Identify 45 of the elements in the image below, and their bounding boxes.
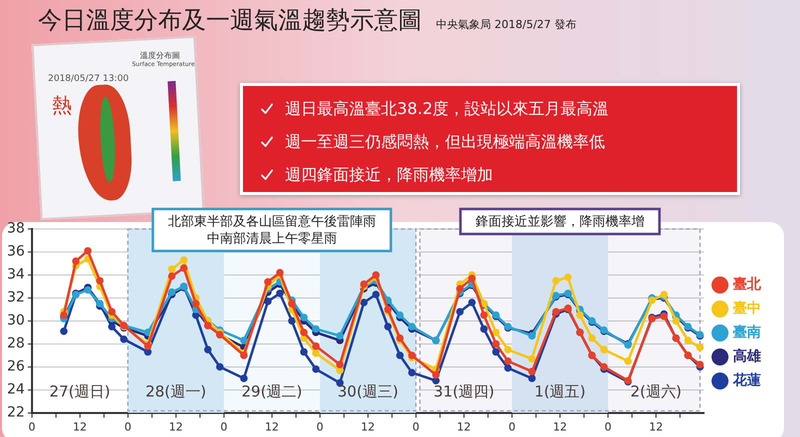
y-tick-label: 22 [6, 404, 25, 420]
x-tick-label: 12 [264, 420, 279, 434]
x-tick-label: 0 [508, 420, 516, 434]
band-label: 鋒面接近並影響，降雨機率增 [475, 213, 644, 230]
x-tick-label: 12 [168, 420, 183, 434]
annotation: 30(週三) [338, 382, 398, 401]
annotation: 27(週日) [49, 382, 110, 401]
y-tick-label: 30 [6, 312, 25, 329]
x-tick-label: 12 [72, 420, 87, 434]
chart-title: 今日溫度分布及一週氣溫趨勢示意圖 [38, 5, 422, 36]
x-tick-label: 0 [28, 420, 36, 434]
x-tick-label: 0 [604, 420, 612, 434]
text: 2018/05/27 13:00 [48, 74, 129, 84]
y-tick-label: 36 [6, 244, 25, 260]
text: 週四鋒面接近，降雨機率增加 [285, 164, 493, 186]
text: 溫度分布圖 [140, 50, 180, 61]
legend-label: 高雄 [733, 348, 761, 365]
annotation: 31(週四) [434, 382, 494, 401]
y-tick-label: 32 [6, 290, 25, 306]
text: 週一至週三仍感悶熱，但出現極端高溫機率低 [285, 131, 605, 153]
y-tick-label: 26 [6, 358, 25, 374]
text: 熱 [52, 92, 72, 119]
y-tick-label: 38 [6, 220, 25, 237]
x-tick-label: 0 [412, 420, 420, 434]
legend-label: 臺中 [733, 300, 761, 317]
x-tick-label: 12 [648, 420, 663, 434]
annotation: 29(週二) [241, 382, 302, 401]
band-label: 北部東半部及各山區留意午後雷陣雨中南部清晨上午零星雨 [168, 214, 376, 246]
legend-label: 花蓮 [732, 372, 762, 389]
annotation: 2(週六) [630, 382, 682, 401]
x-tick-label: 0 [316, 420, 324, 434]
y-tick-label: 34 [6, 266, 25, 283]
x-tick-label: 0 [220, 420, 228, 434]
legend-label: 臺南 [733, 324, 761, 341]
legend-label: 臺北 [733, 276, 762, 293]
annotation: 28(週一) [145, 382, 206, 401]
y-tick-label: 24 [6, 381, 25, 398]
text: 週日最高溫臺北38.2度，設站以來五月最高溫 [285, 98, 609, 120]
x-tick-label: 12 [456, 420, 471, 434]
x-tick-label: 12 [552, 420, 567, 434]
annotation: 1(週五) [534, 382, 586, 401]
x-tick-label: 0 [124, 420, 132, 434]
x-tick-label: 12 [360, 420, 375, 434]
chart-subtitle: 中央氣象局 2018/5/27 發布 [436, 17, 576, 32]
y-tick-label: 28 [6, 336, 25, 352]
